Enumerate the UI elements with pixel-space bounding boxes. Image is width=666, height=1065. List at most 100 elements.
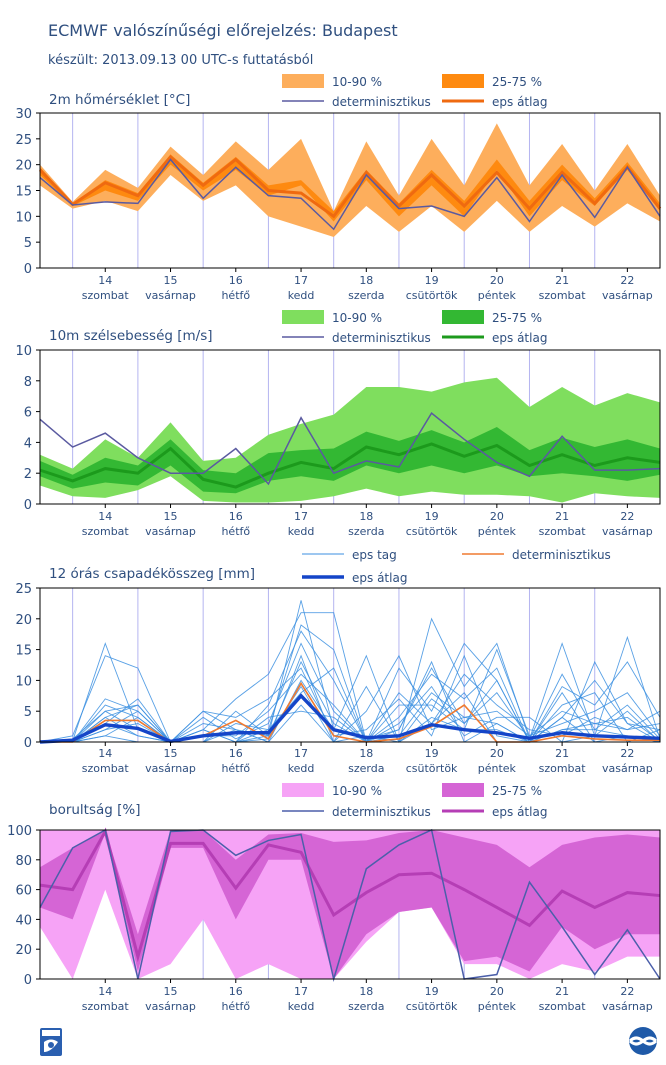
day-name-label: csütörtök: [406, 289, 458, 302]
day-number-label: 21: [555, 274, 569, 287]
y-tick-label: 25: [15, 133, 32, 148]
day-number-label: 15: [164, 510, 178, 523]
day-name-label: kedd: [288, 525, 315, 538]
y-tick-label: 0: [24, 262, 32, 277]
y-tick-label: 40: [15, 913, 32, 928]
panel-title: borultság [%]: [49, 802, 141, 818]
chart-panel-temp: [36, 74, 662, 272]
eps-mean-line: [38, 154, 662, 219]
page-title: ECMWF valószínűségi előrejelzés: Budapes…: [48, 21, 398, 40]
day-name-label: szombat: [539, 1000, 587, 1013]
plot-frame: [39, 587, 661, 743]
day-name-label: vasárnap: [145, 289, 196, 302]
day-number-label: 22: [620, 985, 634, 998]
day-name-label: szerda: [348, 762, 384, 775]
legend-label-det: determinisztikus: [332, 805, 431, 819]
day-name-label: szombat: [539, 289, 587, 302]
day-name-label: csütörtök: [406, 525, 458, 538]
day-number-label: 17: [294, 510, 308, 523]
y-tick-label: 5: [24, 236, 32, 251]
day-name-label: péntek: [478, 289, 517, 302]
day-number-label: 14: [98, 985, 112, 998]
day-number-label: 14: [98, 510, 112, 523]
y-tick-label: 25: [15, 582, 32, 597]
day-name-label: szombat: [82, 289, 130, 302]
y-tick-label: 30: [15, 107, 32, 122]
panel-title: 2m hőmérséklet [°C]: [49, 92, 190, 108]
day-name-label: szombat: [539, 525, 587, 538]
y-tick-label: 10: [15, 210, 32, 225]
eps-member-line: [40, 667, 661, 743]
day-number-label: 19: [425, 510, 439, 523]
day-name-label: szombat: [539, 762, 587, 775]
day-name-label: csütörtök: [406, 762, 458, 775]
legend-label-band_inner: 25-75 %: [492, 311, 542, 325]
legend-label-det: determinisztikus: [332, 95, 431, 109]
legend-swatch-band_inner: [442, 74, 484, 88]
day-name-label: hétfő: [221, 525, 250, 538]
legend-label-band_inner: 25-75 %: [492, 75, 542, 89]
legend-swatch-band_outer: [282, 310, 324, 324]
eps-mean-line: [39, 827, 661, 963]
day-number-label: 17: [294, 747, 308, 760]
day-number-label: 18: [359, 274, 373, 287]
day-number-label: 21: [555, 510, 569, 523]
legend-label-det: determinisztikus: [512, 548, 611, 562]
day-number-label: 15: [164, 747, 178, 760]
legend-label-band_outer: 10-90 %: [332, 75, 382, 89]
day-number-label: 17: [294, 985, 308, 998]
y-tick-label: 0: [24, 736, 32, 751]
eps-mean-line: [39, 442, 661, 489]
day-number-label: 18: [359, 510, 373, 523]
legend-label-band_outer: 10-90 %: [332, 311, 382, 325]
band-10-90: [40, 123, 660, 237]
chart-panel-wind: [36, 310, 661, 508]
deterministic-line: [39, 412, 661, 486]
legend-label-mean: eps átlag: [492, 95, 547, 109]
day-name-label: vasárnap: [145, 525, 196, 538]
legend-label-det: determinisztikus: [332, 331, 431, 345]
day-number-label: 19: [425, 985, 439, 998]
legend-label-band_inner: 25-75 %: [492, 784, 542, 798]
day-number-label: 20: [490, 274, 504, 287]
chart-panel-cloud: [36, 783, 661, 983]
y-tick-label: 6: [24, 406, 32, 421]
day-name-label: péntek: [478, 1000, 517, 1013]
omsz-logo-icon: [40, 1028, 62, 1056]
deterministic-line: [39, 158, 661, 231]
legend-swatch-band_inner: [442, 783, 484, 797]
plot-area: [40, 588, 660, 742]
legend-swatch-band_inner: [442, 310, 484, 324]
y-tick-label: 8: [24, 375, 32, 390]
day-number-label: 19: [425, 274, 439, 287]
y-tick-label: 20: [15, 159, 32, 174]
plot-frame: [39, 829, 661, 980]
day-number-label: 18: [359, 985, 373, 998]
day-name-label: szombat: [82, 762, 130, 775]
day-name-label: hétfő: [221, 762, 250, 775]
day-number-label: 18: [359, 747, 373, 760]
day-number-label: 21: [555, 985, 569, 998]
legend-label-band_outer: 10-90 %: [332, 784, 382, 798]
y-tick-label: 20: [15, 943, 32, 958]
legend-label-members: eps tag: [352, 548, 397, 562]
y-tick-label: 0: [24, 498, 32, 513]
legend-label-mean: eps átlag: [492, 331, 547, 345]
y-tick-label: 60: [15, 884, 32, 899]
y-tick-label: 15: [15, 644, 32, 659]
y-tick-label: 15: [15, 185, 32, 200]
y-tick-label: 0: [24, 973, 32, 988]
y-tick-label: 10: [15, 674, 32, 689]
day-number-label: 20: [490, 510, 504, 523]
day-name-label: hétfő: [221, 289, 250, 302]
day-number-label: 14: [98, 274, 112, 287]
plot-frame: [39, 349, 661, 505]
day-number-label: 17: [294, 274, 308, 287]
y-tick-label: 100: [7, 824, 32, 839]
y-tick-label: 2: [24, 467, 32, 482]
day-number-label: 20: [490, 747, 504, 760]
eps-member-line: [39, 612, 661, 743]
y-tick-label: 5: [24, 705, 32, 720]
day-number-label: 22: [620, 510, 634, 523]
legend-label-mean: eps átlag: [492, 805, 547, 819]
